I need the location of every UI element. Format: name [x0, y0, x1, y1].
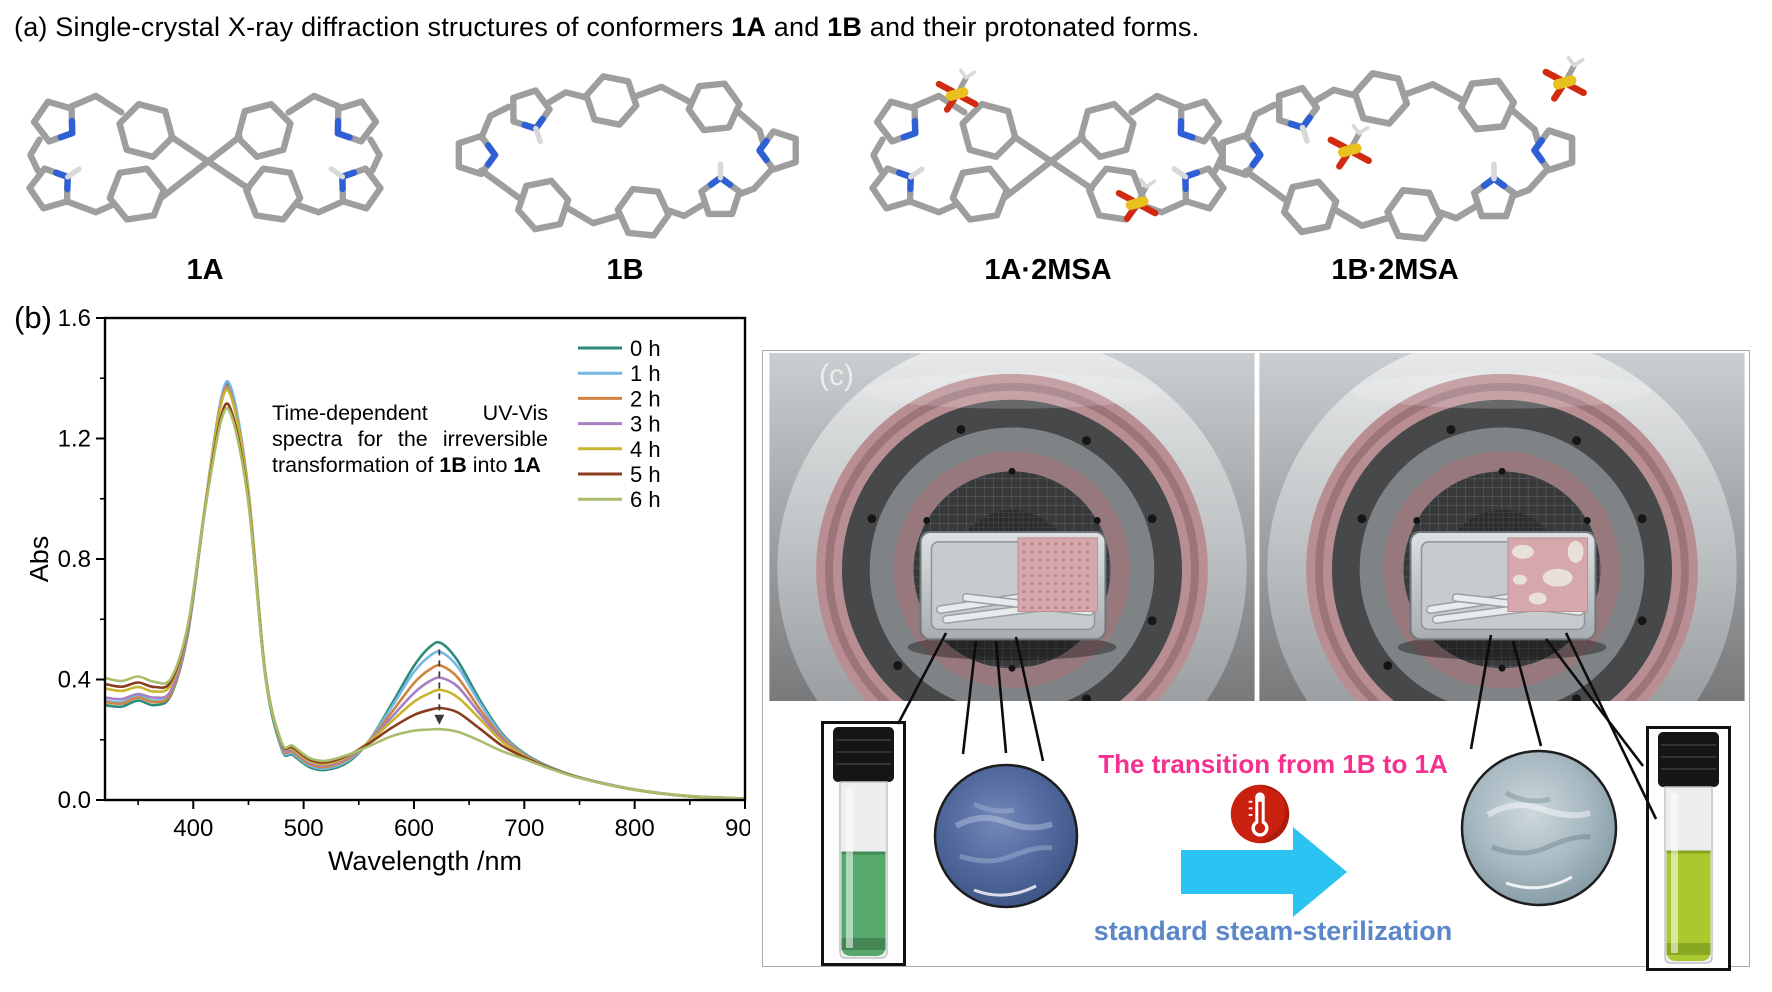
annotation-text: Time-dependent [272, 401, 428, 425]
panel-c: (c) [762, 335, 1750, 971]
x-axis-label: Wavelength /nm [328, 846, 522, 876]
y-axis-label: Abs [30, 536, 54, 583]
text-segment: transformation of [272, 453, 440, 477]
structure-label-1a: 1A [186, 254, 224, 286]
annotation-line-2: spectra for the irreversible [272, 427, 548, 451]
y-tick-label: 0.4 [58, 667, 91, 694]
gray-wax-disc [1454, 743, 1624, 913]
vial-green-solution [821, 721, 906, 966]
y-tick-label: 1.6 [58, 305, 91, 332]
y-tick-label: 0.8 [58, 546, 91, 573]
vial-cap [833, 727, 894, 782]
text-segment: 1B [827, 12, 863, 42]
series-curve-6h [105, 407, 745, 800]
structure-label-1b: 1B [606, 254, 644, 286]
autoclave-photo-after [1259, 335, 1745, 805]
legend-label-4h: 4 h [630, 437, 661, 462]
structure-1a-image [5, 56, 405, 254]
x-tick-label: 900 [725, 815, 750, 842]
annotation-line-1: Time-dependent UV-Vis [272, 400, 548, 426]
thermometer-icon [1227, 781, 1293, 847]
panel-c-label: (c) [819, 359, 854, 392]
legend-label-2h: 2 h [630, 386, 661, 411]
blue-wax-disc [926, 756, 1086, 916]
autoclave-photo-before [769, 335, 1255, 805]
structure-1a-2msa-image [848, 56, 1248, 254]
structure-1b-2msa-image [1180, 56, 1610, 254]
vial-yellowgreen-solution [1646, 726, 1731, 971]
uvvis-chart: 400 500 600 700 800 900 0.0 0.4 0.8 1.2 1.6 Wavelen… [24, 300, 765, 880]
structure-label-1a-2msa: 1A·2MSA [984, 254, 1112, 286]
chart-annotation: Time-dependent UV-Vis spectra for the ir… [272, 400, 548, 478]
figure-title: (a) Single-crystal X-ray diffraction str… [14, 12, 1199, 43]
legend-label-1h: 1 h [630, 361, 661, 386]
legend-label-3h: 3 h [630, 412, 661, 437]
x-tick-label: 700 [504, 815, 544, 842]
legend-label-0h: 0 h [630, 336, 661, 361]
transition-caption: The transition from 1B to 1A [1098, 749, 1448, 779]
text-segment: 1A [513, 453, 541, 477]
panel-b-label: (b) [14, 300, 52, 335]
vial-cap [1658, 732, 1719, 787]
structure-1b-image [425, 56, 825, 254]
right-arrow-icon [1181, 827, 1347, 917]
legend-label-6h: 6 h [630, 487, 661, 512]
annotation-text: UV-Vis [482, 401, 548, 425]
structure-label-1b-2msa: 1B·2MSA [1331, 254, 1459, 286]
x-tick-label: 500 [284, 815, 324, 842]
x-tick-label: 400 [173, 815, 213, 842]
text-segment: 1A [731, 12, 767, 42]
y-tick-label: 1.2 [58, 426, 91, 453]
text-segment: and their protonated forms. [862, 12, 1200, 42]
process-caption: standard steam-sterilization [1093, 916, 1453, 946]
text-segment: (a) Single-crystal X-ray diffraction str… [14, 12, 732, 42]
x-tick-label: 800 [615, 815, 655, 842]
y-tick-label: 0.0 [58, 787, 91, 814]
legend-label-5h: 5 h [630, 462, 661, 487]
x-tick-label: 600 [394, 815, 434, 842]
text-segment: 1B [439, 453, 467, 477]
annotation-line-3: transformation of 1B into 1A [272, 452, 548, 478]
text-segment: and [766, 12, 828, 42]
text-segment: into [466, 453, 514, 477]
uvvis-chart-svg: 400 500 600 700 800 900 0.0 0.4 0.8 1.2 1.6 Wavelen… [24, 305, 765, 876]
